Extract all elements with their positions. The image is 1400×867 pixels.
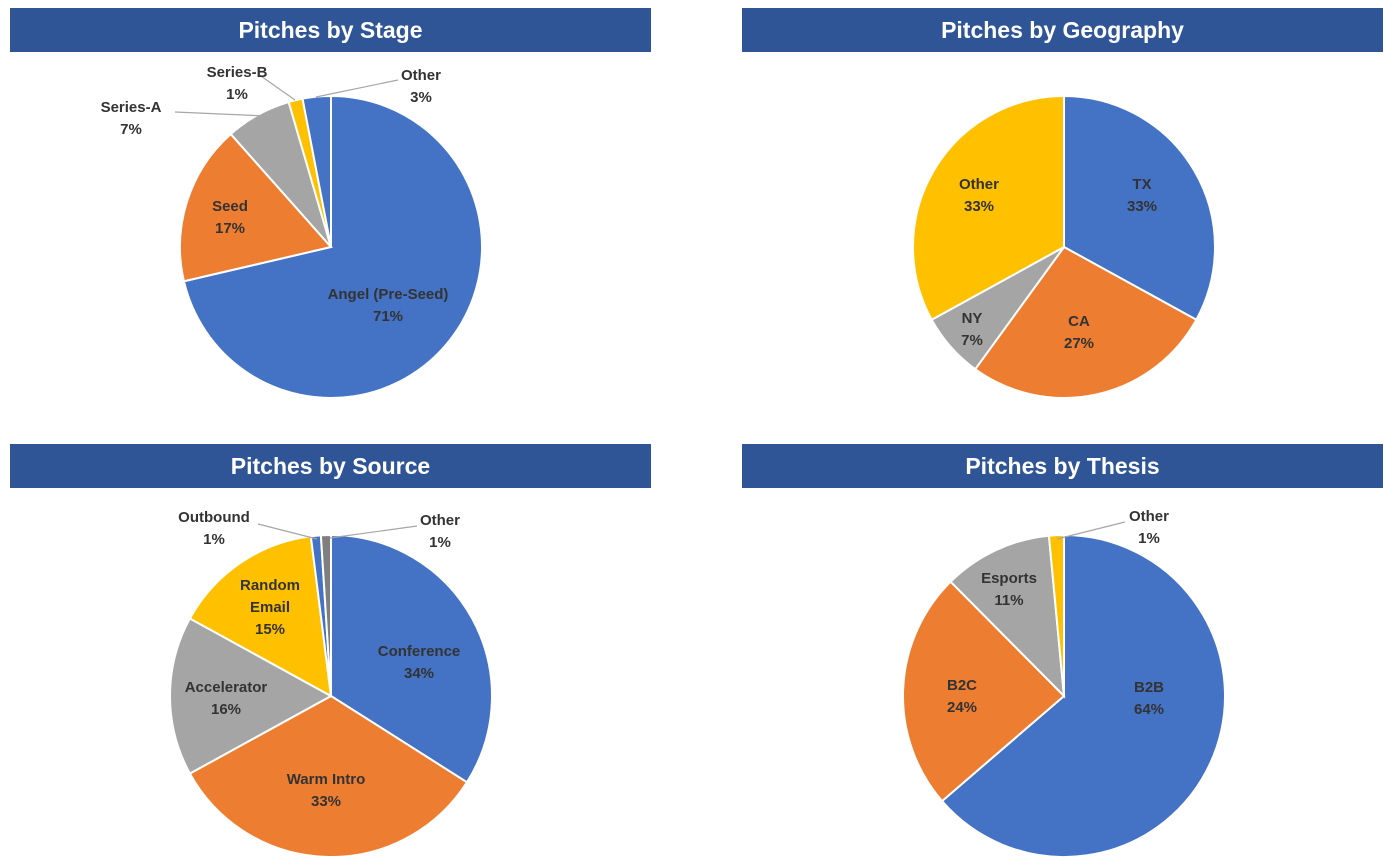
data-label-b2c: B2C 24%: [947, 677, 977, 716]
data-label-ca: CA 27%: [1064, 313, 1094, 352]
pie-slice-esports: [949, 534, 1066, 699]
pie-slice-angel-pre-seed: [182, 94, 483, 399]
leader-line: [315, 79, 399, 98]
pie-slice-b2c: [902, 580, 1066, 803]
pie-slice-tx: [1063, 94, 1216, 322]
data-label-random-email: Random Email 15%: [240, 577, 300, 638]
data-label-other: Other 33%: [959, 176, 999, 215]
pie-slice-b2b: [940, 533, 1227, 858]
pitches-by-geography-pie: TX 33% CA 27% NY 7% Other 33%: [912, 94, 1216, 399]
data-label-other: Other 1%: [420, 512, 460, 551]
pie-slice-accelerator: [168, 617, 334, 775]
chart-title-geography: Pitches by Geography: [742, 8, 1383, 52]
data-label-b2b: B2B 64%: [1134, 679, 1164, 718]
pitches-by-source-pie: Conference 34% Warm Intro 33% Accelerator 16%…: [168, 509, 493, 858]
data-label-warm-intro: Warm Intro 33%: [287, 771, 366, 810]
pie-slice-other: [1047, 533, 1065, 697]
chart-title-stage: Pitches by Stage: [10, 8, 651, 52]
data-label-esports: Esports 11%: [981, 570, 1037, 609]
leader-line: [257, 73, 296, 101]
data-label-other: Other 3%: [401, 67, 441, 106]
data-label-tx: TX 33%: [1127, 176, 1157, 215]
data-label-conference: Conference 34%: [378, 643, 461, 682]
pie-slice-ca: [973, 245, 1198, 399]
pitches-by-stage-pie: Angel (Pre-Seed) 71% Seed 17% Series-A 7% Seri…: [101, 64, 483, 399]
pie-slice-random-email: [188, 535, 333, 698]
pie-slice-other: [319, 533, 332, 697]
leader-line: [329, 525, 418, 539]
chart-title-source: Pitches by Source: [10, 444, 651, 488]
data-label-outbound: Outbound 1%: [178, 509, 250, 548]
data-label-ny: NY 7%: [961, 310, 983, 349]
data-label-other: Other 1%: [1129, 508, 1169, 547]
data-label-angel-pre-seed: Angel (Pre-Seed) 71%: [328, 286, 449, 325]
leader-line: [174, 111, 267, 117]
data-label-seed: Seed 17%: [212, 198, 248, 237]
pie-slice-other: [912, 94, 1065, 322]
data-label-series-a: Series-A 7%: [101, 99, 162, 138]
data-label-series-b: Series-B 1%: [207, 64, 268, 103]
pitches-by-thesis-pie: B2B 64% B2C 24% Esports 11% Other 1%: [902, 508, 1227, 858]
pie-slice-seed: [179, 132, 333, 283]
leader-line: [257, 523, 318, 540]
chart-title-thesis: Pitches by Thesis: [742, 444, 1383, 488]
data-label-accelerator: Accelerator 16%: [185, 679, 268, 718]
leader-line: [1056, 521, 1126, 540]
